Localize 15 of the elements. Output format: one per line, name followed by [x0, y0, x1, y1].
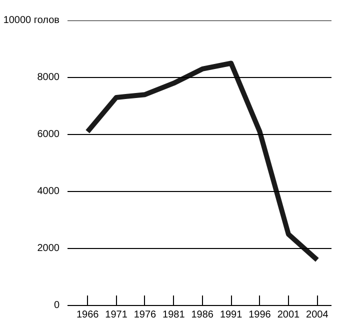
y-tick-label: 8000 — [37, 72, 60, 83]
y-tick-label: 10000 голов — [3, 15, 60, 26]
x-tick-label: 2004 — [306, 310, 329, 320]
y-tick-label: 4000 — [37, 186, 60, 197]
x-tick-label: 1986 — [191, 310, 214, 320]
y-tick-label: 0 — [54, 300, 60, 311]
y-tick-label: 6000 — [37, 129, 60, 140]
x-tick-label: 1971 — [105, 310, 128, 320]
x-tick-label: 1981 — [162, 310, 186, 320]
x-tick-label: 1996 — [248, 310, 272, 320]
x-tick-label: 1966 — [76, 310, 100, 320]
x-tick-label: 1976 — [134, 310, 157, 320]
x-tick-label: 1991 — [220, 310, 243, 320]
y-tick-label: 2000 — [37, 243, 60, 254]
x-tick-label: 2001 — [277, 310, 300, 320]
